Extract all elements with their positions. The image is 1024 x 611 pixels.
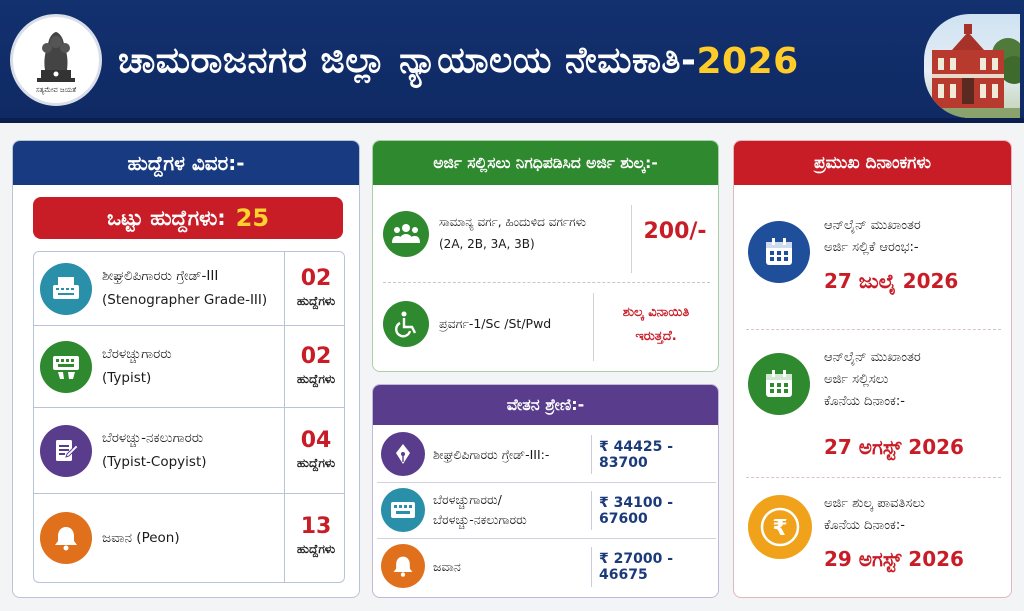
document-pen-icon [40,425,92,477]
pay-row-peon: ಜವಾನ ₹ 27000 - 46675 [377,539,716,595]
post-unit: ಹುದ್ದೆಗಳು [296,372,336,386]
fountain-pen-icon [381,432,425,476]
date-label-2: ಅರ್ಜಿ ಸಲ್ಲಿಸಲು [824,372,889,387]
post-count: 13 [300,514,332,539]
fee-row-general: ಸಾಮಾನ್ಯ ವರ್ಗ, ಹಿಂದುಳಿದ ವರ್ಗಗಳು (2A, 2B, … [381,199,712,279]
pay-range: ₹ 34100 - 67600 [599,495,674,527]
post-name-english: (Stenographer Grade-III) [102,292,268,308]
svg-text:₹: ₹ [772,516,787,541]
calendar-icon [748,221,810,283]
emblem-motto: ಸತ್ಯಮೇವ ಜಯತೆ [35,85,77,94]
total-posts-value: 25 [235,204,270,232]
date-row-last-apply: ಆನ್‌ಲೈನ್ ಮುಖಾಂತರ ಅರ್ಜಿ ಸಲ್ಲಿಸಲು ಕೊನೆಯ ದಿ… [742,339,1005,469]
post-count: 04 [300,428,332,453]
date-value: 27 ಅಗಸ್ಟ್ 2026 [824,435,964,459]
pay-post-name: ಜವಾನ [433,559,461,574]
date-label: ಆನ್‌ಲೈನ್ ಮುಖಾಂತರ [824,350,921,365]
pay-range: ₹ 27000 - 46675 [599,551,674,583]
date-label-2: ಕೊನೆಯ ದಿನಾಂಕ:- [824,518,905,533]
pay-post-name: ಬೆರಳಚ್ಚುಗಾರರು/ [433,492,502,507]
total-posts-label: ಒಟ್ಟು ಹುದ್ದೆಗಳು: [106,205,226,230]
fee-waiver-text: ಶುಲ್ಕ ವಿನಾಯಿತಿ [622,305,690,320]
date-label-3: ಕೊನೆಯ ದಿನಾಂಕ:- [824,394,905,409]
post-count: 02 [300,266,332,291]
date-value: 29 ಅಗಸ್ಟ್ 2026 [824,547,964,571]
post-name: ಬೆರಳಚ್ಚುಗಾರರು [102,346,172,362]
page-title: ಚಾಮರಾಜನಗರ ಜಿಲ್ಲಾ ನ್ಯಾಯಾಲಯ ನೇಮಕಾತಿ- 2026 [118,28,918,94]
bell-icon [381,544,425,588]
post-unit: ಹುದ್ದೆಗಳು [296,456,336,470]
state-emblem: ಸತ್ಯಮೇವ ಜಯತೆ [10,14,102,106]
rupee-coin-icon: ₹ [748,495,812,559]
fee-row-reserved: ಪ್ರವರ್ಗ-1/Sc /St/Pwd ಶುಲ್ಕ ವಿನಾಯಿತಿ ಇರುತ… [381,287,712,367]
dates-heading: ಪ್ರಮುಖ ದಿನಾಂಕಗಳು [734,141,1011,185]
posts-panel: ಹುದ್ದೆಗಳ ವಿವರ:- ಒಟ್ಟು ಹುದ್ದೆಗಳು: 25 ಶೀಘ್… [12,140,360,598]
post-row-stenographer: ಶೀಘ್ರಲಿಪಿಗಾರರು ಗ್ರೇಡ್-III (Stenographer … [34,252,344,326]
keyboard-icon [40,341,92,393]
date-label: ಅರ್ಜಿ ಶುಲ್ಕ ಪಾವತಿಸಲು [824,496,925,511]
date-label: ಆನ್‌ಲೈನ್ ಮುಖಾಂತರ [824,218,921,233]
post-name-english: (Typist) [102,370,152,386]
pay-scale-panel: ವೇತನ ಶ್ರೇಣಿ:- ಶೀಘ್ರಲಿಪಿಗಾರರು ಗ್ರೇಡ್-III:… [372,384,719,598]
post-count: 02 [300,344,332,369]
post-name-english: (Typist-Copyist) [102,454,207,470]
posts-table: ಶೀಘ್ರಲಿಪಿಗಾರರು ಗ್ರೇಡ್-III (Stenographer … [33,251,345,583]
header-banner: ಸತ್ಯಮೇವ ಜಯತೆ ಚಾಮರಾಜನಗರ ಜಿಲ್ಲಾ ನ್ಯಾಯಾಲಯ ನ… [0,0,1024,123]
ashoka-lion-icon [37,31,75,82]
pay-row-stenographer: ಶೀಘ್ರಲಿಪಿಗಾರರು ಗ್ರೇಡ್-III:- ₹ 44425 - 83… [377,427,716,483]
fee-panel: ಅರ್ಜಿ ಸಲ್ಲಿಸಲು ನಿಗಧಿಪಡಿಸಿದ ಅರ್ಜಿ ಶುಲ್ಕ:-… [372,140,719,372]
court-building-image [924,14,1020,118]
fee-heading: ಅರ್ಜಿ ಸಲ್ಲಿಸಲು ನಿಗಧಿಪಡಿಸಿದ ಅರ್ಜಿ ಶುಲ್ಕ:- [373,141,718,185]
date-row-fee-payment: ₹ ಅರ್ಜಿ ಶುಲ್ಕ ಪಾವತಿಸಲು ಕೊನೆಯ ದಿನಾಂಕ:- 29… [742,489,1005,593]
date-label-2: ಅರ್ಜಿ ಸಲ್ಲಿಕೆ ಆರಂಭ:- [824,240,919,255]
post-row-peon: ಜವಾನ (Peon) 13 ಹುದ್ದೆಗಳು [34,494,344,582]
group-people-icon [383,211,429,257]
post-unit: ಹುದ್ದೆಗಳು [296,294,336,308]
date-row-start: ಆನ್‌ಲೈನ್ ಮುಖಾಂತರ ಅರ್ಜಿ ಸಲ್ಲಿಕೆ ಆರಂಭ:- 27… [742,207,1005,323]
fee-waiver-text-2: ಇರುತ್ತದೆ. [635,329,677,344]
post-row-typist: ಬೆರಳಚ್ಚುಗಾರರು (Typist) 02 ಹುದ್ದೆಗಳು [34,326,344,408]
wheelchair-icon [383,301,429,347]
post-name: ಬೆರಳಚ್ಚು-ನಕಲುಗಾರರು [102,430,204,446]
pay-row-typist: ಬೆರಳಚ್ಚುಗಾರರು/ ಬೆರಳಚ್ಚು-ನಕಲುಗಾರರು ₹ 3410… [377,483,716,539]
post-name: ಶೀಘ್ರಲಿಪಿಗಾರರು ಗ್ರೇಡ್-III [102,268,219,284]
calendar-check-icon [748,353,810,415]
date-value: 27 ಜುಲೈ 2026 [824,269,959,293]
pay-scale-heading: ವೇತನ ಶ್ರೇಣಿ:- [373,385,718,425]
important-dates-panel: ಪ್ರಮುಖ ದಿನಾಂಕಗಳು ಆನ್‌ಲೈನ್ ಮುಖಾಂತರ ಅರ್ಜಿ … [733,140,1012,598]
pay-post-name-2: ಬೆರಳಚ್ಚು-ನಕಲುಗಾರರು [433,512,527,527]
total-posts-badge: ಒಟ್ಟು ಹುದ್ದೆಗಳು: 25 [33,197,343,239]
posts-heading: ಹುದ್ದೆಗಳ ವಿವರ:- [13,141,359,185]
title-text: ಚಾಮರಾಜನಗರ ಜಿಲ್ಲಾ ನ್ಯಾಯಾಲಯ ನೇಮಕಾತಿ- [118,40,697,81]
pay-range: ₹ 44425 - 83700 [599,439,674,471]
typewriter-icon [40,263,92,315]
post-unit: ಹುದ್ದೆಗಳು [296,542,336,556]
fee-general-amount: 200/- [643,219,707,244]
fee-general-categories: (2A, 2B, 3A, 3B) [439,237,535,251]
keyboard-icon [381,488,425,532]
post-row-typist-copyist: ಬೆರಳಚ್ಚು-ನಕಲುಗಾರರು (Typist-Copyist) 04 ಹ… [34,408,344,494]
post-name: ಜವಾನ (Peon) [102,530,180,546]
pay-post-name: ಶೀಘ್ರಲಿಪಿಗಾರರು ಗ್ರೇಡ್-III:- [433,447,550,462]
fee-general-label: ಸಾಮಾನ್ಯ ವರ್ಗ, ಹಿಂದುಳಿದ ವರ್ಗಗಳು [439,215,586,229]
bell-icon [40,512,92,564]
fee-reserved-label: ಪ್ರವರ್ಗ-1/Sc /St/Pwd [439,316,552,331]
title-year: 2026 [696,40,799,82]
